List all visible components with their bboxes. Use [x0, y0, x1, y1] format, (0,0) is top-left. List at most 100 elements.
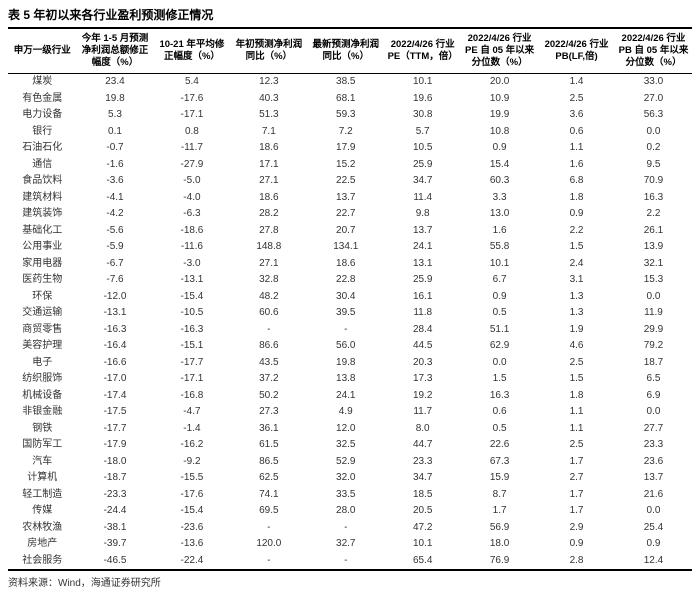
- table-row: 有色金属19.8-17.640.368.119.610.92.527.0: [8, 90, 692, 107]
- cell-industry: 纺织服饰: [8, 371, 77, 388]
- cell-value: 44.7: [384, 437, 461, 454]
- cell-value: -13.6: [153, 536, 230, 553]
- cell-value: 28.4: [384, 321, 461, 338]
- table-row: 交通运输-13.1-10.560.639.511.80.51.311.9: [8, 305, 692, 322]
- cell-value: 8.7: [461, 486, 538, 503]
- cell-value: 60.3: [461, 173, 538, 190]
- cell-value: 17.3: [384, 371, 461, 388]
- cell-value: -5.0: [153, 173, 230, 190]
- cell-value: 0.5: [461, 420, 538, 437]
- cell-value: 2.5: [538, 354, 615, 371]
- cell-value: 2.2: [538, 222, 615, 239]
- cell-value: -3.0: [153, 255, 230, 272]
- cell-value: 1.8: [538, 189, 615, 206]
- cell-value: 12.3: [230, 73, 307, 90]
- cell-value: 0.9: [461, 140, 538, 157]
- table-row: 商贸零售-16.3-16.3--28.451.11.929.9: [8, 321, 692, 338]
- cell-value: -: [230, 519, 307, 536]
- cell-value: 8.0: [384, 420, 461, 437]
- cell-value: 33.5: [307, 486, 384, 503]
- cell-value: 56.9: [461, 519, 538, 536]
- cell-value: 15.3: [615, 272, 692, 289]
- cell-industry: 计算机: [8, 470, 77, 487]
- cell-value: -12.0: [77, 288, 154, 305]
- cell-value: -17.1: [153, 107, 230, 124]
- cell-value: -15.5: [153, 470, 230, 487]
- cell-value: 13.9: [615, 239, 692, 256]
- cell-value: 65.4: [384, 552, 461, 570]
- cell-value: 22.5: [307, 173, 384, 190]
- cell-value: 19.8: [77, 90, 154, 107]
- table-row: 国防军工-17.9-16.261.532.544.722.62.523.3: [8, 437, 692, 454]
- table-row: 农林牧渔-38.1-23.6--47.256.92.925.4: [8, 519, 692, 536]
- cell-industry: 石油石化: [8, 140, 77, 157]
- cell-value: 10.1: [384, 73, 461, 90]
- cell-value: -6.3: [153, 206, 230, 223]
- cell-value: 27.8: [230, 222, 307, 239]
- cell-industry: 电力设备: [8, 107, 77, 124]
- cell-value: 16.3: [615, 189, 692, 206]
- cell-industry: 家用电器: [8, 255, 77, 272]
- table-row: 家用电器-6.7-3.027.118.613.110.12.432.1: [8, 255, 692, 272]
- cell-industry: 商贸零售: [8, 321, 77, 338]
- cell-value: -17.0: [77, 371, 154, 388]
- cell-value: 18.6: [307, 255, 384, 272]
- cell-value: 48.2: [230, 288, 307, 305]
- cell-value: 0.0: [615, 288, 692, 305]
- table-row: 基础化工-5.6-18.627.820.713.71.62.226.1: [8, 222, 692, 239]
- cell-value: 4.6: [538, 338, 615, 355]
- cell-value: 3.6: [538, 107, 615, 124]
- cell-value: 1.7: [461, 503, 538, 520]
- cell-value: -24.4: [77, 503, 154, 520]
- cell-industry: 医药生物: [8, 272, 77, 289]
- cell-value: -13.1: [77, 305, 154, 322]
- cell-value: 2.2: [615, 206, 692, 223]
- cell-value: 20.7: [307, 222, 384, 239]
- cell-value: 1.1: [538, 420, 615, 437]
- cell-value: 60.6: [230, 305, 307, 322]
- table-row: 电子-16.6-17.743.519.820.30.02.518.7: [8, 354, 692, 371]
- cell-value: 0.1: [77, 123, 154, 140]
- cell-value: -18.6: [153, 222, 230, 239]
- col-start-growth: 年初预测净利润同比（%）: [230, 28, 307, 73]
- cell-value: 13.8: [307, 371, 384, 388]
- cell-value: 47.2: [384, 519, 461, 536]
- cell-value: 38.5: [307, 73, 384, 90]
- table-row: 煤炭23.45.412.338.510.120.01.433.0: [8, 73, 692, 90]
- table-body: 煤炭23.45.412.338.510.120.01.433.0有色金属19.8…: [8, 73, 692, 570]
- cell-value: 68.1: [307, 90, 384, 107]
- cell-value: 3.1: [538, 272, 615, 289]
- cell-value: -16.8: [153, 387, 230, 404]
- cell-value: 7.1: [230, 123, 307, 140]
- cell-value: 25.4: [615, 519, 692, 536]
- col-pb-pct: 2022/4/26 行业PB 自 05 年以来分位数（%）: [615, 28, 692, 73]
- cell-value: 27.3: [230, 404, 307, 421]
- cell-value: 23.3: [615, 437, 692, 454]
- cell-value: 11.9: [615, 305, 692, 322]
- cell-value: 56.3: [615, 107, 692, 124]
- cell-value: 39.5: [307, 305, 384, 322]
- cell-value: 20.3: [384, 354, 461, 371]
- cell-value: 2.5: [538, 437, 615, 454]
- cell-industry: 社会服务: [8, 552, 77, 570]
- cell-value: 0.0: [615, 123, 692, 140]
- cell-value: 0.9: [461, 288, 538, 305]
- cell-value: 120.0: [230, 536, 307, 553]
- cell-value: -17.7: [77, 420, 154, 437]
- table-row: 钢铁-17.7-1.436.112.08.00.51.127.7: [8, 420, 692, 437]
- cell-value: 22.8: [307, 272, 384, 289]
- cell-value: 0.9: [538, 206, 615, 223]
- cell-value: 19.6: [384, 90, 461, 107]
- cell-value: 15.9: [461, 470, 538, 487]
- cell-value: 30.4: [307, 288, 384, 305]
- cell-value: 56.0: [307, 338, 384, 355]
- cell-value: -: [307, 552, 384, 570]
- cell-industry: 建筑材料: [8, 189, 77, 206]
- cell-value: -17.6: [153, 486, 230, 503]
- col-industry: 申万一级行业: [8, 28, 77, 73]
- cell-value: 28.2: [230, 206, 307, 223]
- cell-value: 0.0: [461, 354, 538, 371]
- cell-value: -27.9: [153, 156, 230, 173]
- cell-value: 9.5: [615, 156, 692, 173]
- cell-value: 74.1: [230, 486, 307, 503]
